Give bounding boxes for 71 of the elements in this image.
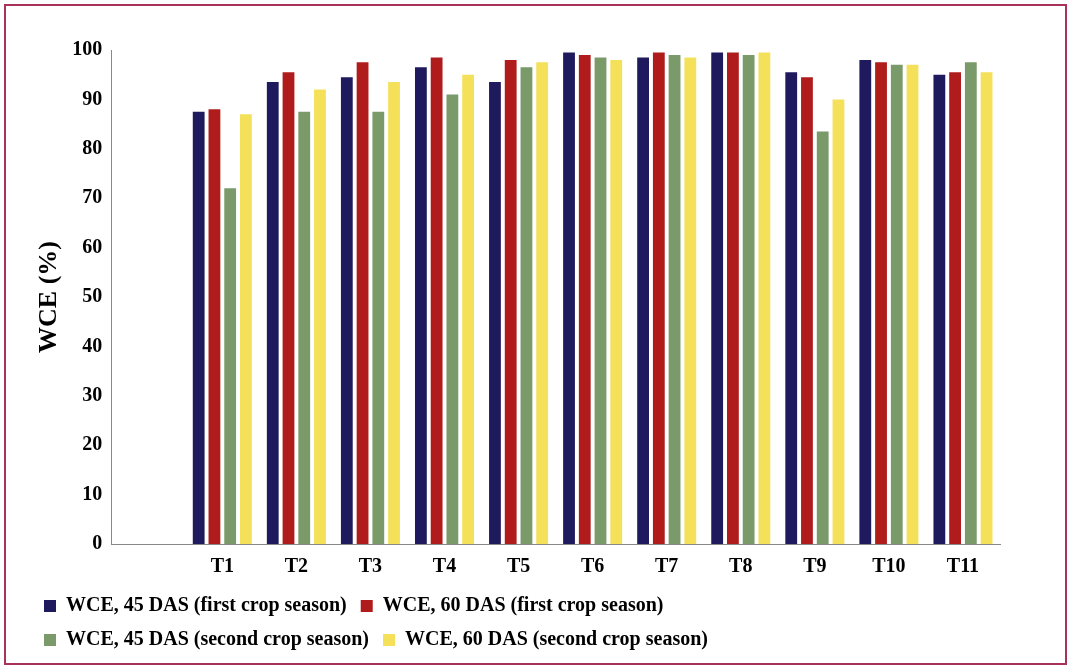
x-tick-label: T8: [729, 554, 753, 577]
bar: [859, 59, 872, 544]
y-tick-label: 60: [82, 234, 103, 257]
x-tick-label: T1: [210, 554, 234, 577]
bar: [980, 72, 993, 544]
bar: [933, 74, 946, 544]
bar: [727, 52, 739, 544]
y-tick-label: 40: [82, 333, 103, 356]
bar: [816, 131, 829, 544]
bar: [949, 72, 961, 544]
bar: [711, 52, 724, 544]
bar: [224, 188, 237, 544]
bar: [446, 94, 459, 544]
y-tick-label: 0: [92, 531, 103, 554]
x-tick-label: T11: [946, 554, 980, 577]
x-tick-label: T10: [872, 554, 906, 577]
y-tick-label: 100: [72, 37, 103, 60]
x-tick-label: T7: [655, 554, 679, 577]
bar: [758, 52, 771, 544]
x-tick-label: T6: [580, 554, 605, 577]
legend-label: WCE, 60 DAS (first crop season): [382, 593, 664, 617]
bar: [372, 111, 385, 544]
bar: [192, 111, 205, 544]
bar: [504, 59, 517, 544]
legend-label: WCE, 60 DAS (second crop season): [404, 627, 708, 651]
bar: [266, 82, 279, 544]
bar: [208, 109, 221, 544]
bar: [489, 82, 501, 544]
bar: [964, 62, 977, 544]
y-axis-title: WCE (%): [33, 241, 63, 353]
bar: [520, 67, 533, 544]
bar: [801, 77, 813, 544]
bar: [430, 57, 443, 544]
bar: [890, 64, 903, 544]
bar: [340, 77, 353, 544]
bar: [742, 54, 755, 544]
bar: [578, 54, 591, 544]
x-tick-label: T2: [284, 554, 309, 577]
y-tick-label: 90: [82, 86, 103, 109]
bar: [785, 72, 798, 544]
bar: [637, 57, 649, 544]
y-tick-label: 20: [82, 432, 103, 455]
bar: [414, 67, 427, 544]
bar: [282, 72, 295, 544]
bar: [563, 52, 575, 544]
x-tick-label: T3: [358, 554, 383, 577]
bar: [314, 89, 326, 544]
bar: [594, 57, 607, 544]
bar: [610, 59, 623, 544]
bar: [668, 54, 681, 544]
y-tick-label: 50: [82, 284, 103, 307]
x-tick-label: T9: [803, 554, 827, 577]
bar: [536, 62, 549, 544]
bar: [906, 64, 919, 544]
y-tick-label: 30: [82, 382, 103, 405]
y-tick-label: 10: [82, 481, 103, 504]
bar: [652, 52, 665, 544]
bar: [356, 62, 369, 544]
x-tick-label: T5: [506, 554, 531, 577]
bar: [240, 114, 252, 544]
x-tick-label: T4: [432, 554, 457, 577]
bar: [684, 57, 697, 544]
legend-label: WCE, 45 DAS (first crop season): [66, 593, 347, 617]
bar: [298, 111, 311, 544]
y-tick-label: 80: [82, 135, 103, 158]
bar: [388, 82, 400, 544]
bar: [832, 99, 845, 544]
y-tick-label: 70: [82, 185, 103, 208]
bar: [875, 62, 887, 544]
legend-label: WCE, 45 DAS (second crop season): [66, 627, 369, 651]
bar: [462, 74, 475, 544]
